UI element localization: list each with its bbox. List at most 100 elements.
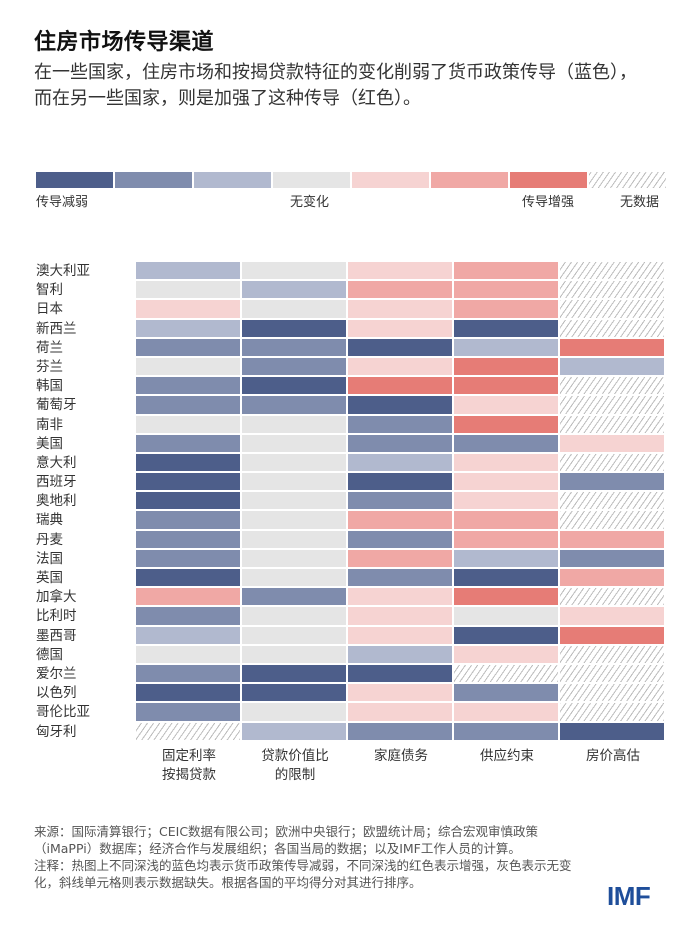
- country-labels: 澳大利亚 智利 日本 新西兰 荷兰 芬兰 韩国 葡萄牙 南非 美国 意大利 西班牙 奥地利 瑞典 丹麦 法国英…: [36, 262, 90, 742]
- heatmap-cell: [136, 530, 240, 548]
- heatmap-cell: [242, 722, 346, 740]
- column-label-line: 按揭贷款: [162, 767, 216, 783]
- country-label: 葡萄牙: [36, 397, 77, 414]
- country-label: 英国: [36, 570, 63, 586]
- heatmap-cell: [136, 549, 240, 567]
- heatmap-cell: [136, 300, 240, 318]
- heatmap-cell: [242, 319, 346, 337]
- legend-swatch-x: [589, 172, 666, 188]
- heatmap-cell: [348, 492, 452, 510]
- heatmap-cell: [348, 453, 452, 472]
- heatmap-row: [136, 319, 666, 339]
- legend-swatch-n: [273, 172, 350, 188]
- heatmap-row: [136, 549, 666, 569]
- heatmap-cell: [348, 396, 452, 414]
- country-label: 加拿大: [36, 589, 77, 606]
- country-label: 匈牙利: [36, 723, 77, 740]
- column-label-line: 的限制: [274, 767, 316, 783]
- heatmap-cell: [454, 530, 558, 548]
- heatmap-cell: [348, 357, 452, 376]
- country-label: 丹麦: [36, 531, 63, 548]
- heatmap-row: [136, 434, 666, 454]
- heatmap-cell: [348, 722, 452, 740]
- heatmap-cell: [348, 588, 452, 606]
- legend-color-scale: [36, 172, 668, 188]
- heatmap-cell: [348, 473, 452, 491]
- heatmap-cell: [560, 377, 664, 395]
- heatmap-cell: [242, 415, 346, 433]
- heatmap-row: [136, 588, 666, 607]
- country-label: 意大利: [36, 454, 77, 471]
- heatmap-cell: [560, 588, 664, 606]
- chart-title: 住房市场传导渠道: [34, 30, 215, 55]
- heatmap-cell: [348, 338, 452, 356]
- heatmap-cell: [560, 396, 664, 414]
- heatmap-cell: [454, 473, 558, 491]
- heatmap-cell: [560, 684, 664, 702]
- heatmap-cell: [348, 281, 452, 299]
- country-label: 比利时: [36, 608, 77, 625]
- legend-swatch-r1: [352, 172, 429, 188]
- country-label: 日本: [36, 301, 63, 318]
- heatmap-cell: [136, 319, 240, 337]
- heatmap-cell: [348, 434, 452, 452]
- heatmap-cell: [560, 319, 664, 337]
- heatmap-cell: [136, 415, 240, 433]
- heatmap-row: [136, 415, 666, 435]
- heatmap-cell: [454, 434, 558, 452]
- heatmap-row: [136, 607, 666, 626]
- heatmap-cell: [242, 569, 346, 587]
- heatmap-cell: [136, 338, 240, 356]
- legend-swatch-b3: [36, 172, 113, 188]
- heatmap-cell: [242, 453, 346, 472]
- heatmap-row: [136, 300, 666, 319]
- heatmap-cell: [454, 722, 558, 740]
- heatmap-cell: [242, 396, 346, 414]
- heatmap-cell: [136, 511, 240, 529]
- heatmap-cell: [560, 722, 664, 740]
- heatmap-cell: [454, 511, 558, 529]
- legend-label-weakened: 传导减弱: [36, 195, 89, 210]
- heatmap-cell: [348, 607, 452, 625]
- heatmap-cell: [242, 645, 346, 663]
- explanatory-note: 注释：热图上不同深浅的蓝色均表示货币政策传导减弱，不同深浅的红色表示增强，灰色表…: [34, 858, 572, 890]
- heatmap-cell: [454, 492, 558, 510]
- heatmap-row: [136, 492, 666, 511]
- heatmap-row: [136, 377, 666, 396]
- heatmap-cell: [136, 262, 240, 280]
- heatmap-cell: [348, 703, 452, 721]
- heatmap-row: [136, 262, 666, 281]
- heatmap-cell: [136, 703, 240, 721]
- heatmap-cell: [348, 664, 452, 683]
- heatmap-cell: [560, 281, 664, 299]
- heatmap-cell: [454, 664, 558, 683]
- heatmap-cell: [348, 549, 452, 567]
- column-label-line: 固定利率: [162, 748, 216, 764]
- heatmap-cell: [560, 262, 664, 280]
- heatmap-cell: [242, 549, 346, 567]
- heatmap-cell: [348, 684, 452, 702]
- heatmap-cell: [348, 569, 452, 587]
- heatmap-cell: [454, 281, 558, 299]
- heatmap-cell: [454, 703, 558, 721]
- heatmap-cell: [454, 338, 558, 356]
- heatmap-row: [136, 357, 666, 377]
- heatmap-cell: [454, 377, 558, 395]
- heatmap-cell: [242, 664, 346, 683]
- heatmap-cell: [242, 626, 346, 644]
- heatmap-cell: [454, 626, 558, 644]
- heatmap-cell: [136, 357, 240, 376]
- country-label: 德国: [36, 646, 63, 663]
- heatmap-cell: [242, 434, 346, 452]
- heatmap-row: [136, 722, 666, 742]
- country-label: 奥地利: [36, 493, 77, 510]
- heatmap-cell: [136, 626, 240, 644]
- heatmap-cell: [242, 588, 346, 606]
- legend-label-no-data: 无数据: [620, 195, 660, 210]
- heatmap-row: [136, 281, 666, 300]
- heatmap-cell: [560, 569, 664, 587]
- heatmap-row: [136, 684, 666, 703]
- heatmap-cell: [136, 473, 240, 491]
- column-label: 房价高估: [560, 747, 666, 785]
- heatmap-cell: [560, 664, 664, 683]
